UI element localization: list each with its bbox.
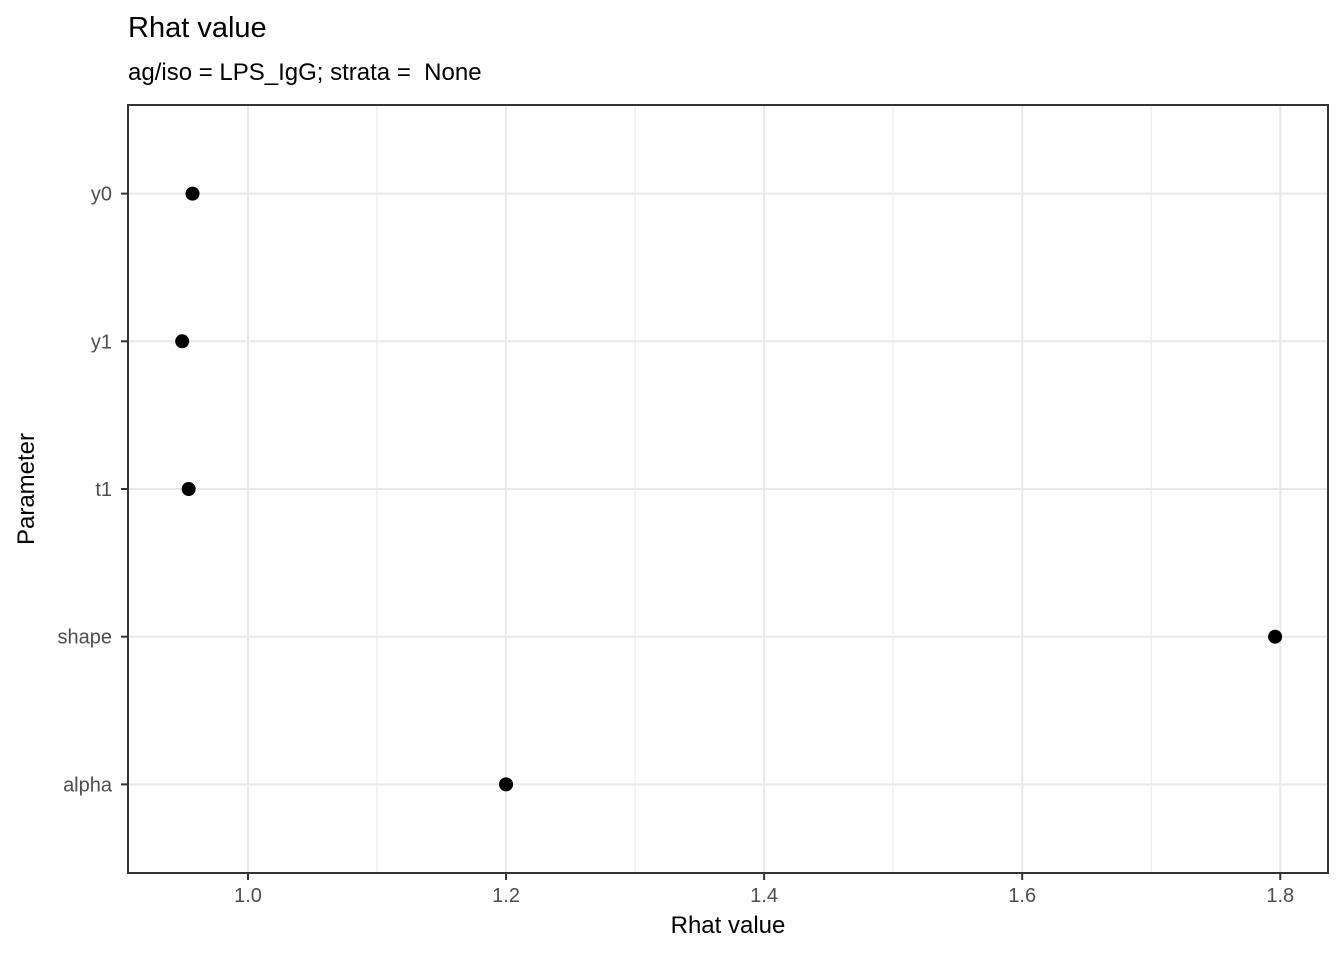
x-tick-label: 1.0 bbox=[234, 885, 262, 907]
x-tick-label: 1.8 bbox=[1266, 885, 1294, 907]
data-point bbox=[175, 334, 190, 349]
y-axis-title-box: Parameter bbox=[6, 105, 48, 873]
data-point bbox=[1268, 629, 1283, 644]
x-tick-label: 1.2 bbox=[492, 885, 520, 907]
plot-subtitle: ag/iso = LPS_IgG; strata = None bbox=[128, 59, 482, 86]
x-axis-title: Rhat value bbox=[670, 912, 786, 939]
y-tick-label: shape bbox=[58, 627, 113, 649]
y-tick-label: alpha bbox=[63, 774, 113, 796]
y-tick-label: y1 bbox=[91, 331, 112, 353]
data-point bbox=[181, 482, 196, 496]
y-tick-label: y0 bbox=[91, 184, 112, 206]
data-point bbox=[185, 186, 200, 201]
y-tick-label: t1 bbox=[95, 479, 112, 501]
data-point bbox=[499, 777, 514, 792]
plot-title: Rhat value bbox=[128, 12, 267, 44]
x-tick-label: 1.6 bbox=[1008, 885, 1036, 907]
y-axis-title: Parameter bbox=[13, 432, 41, 546]
x-tick-label: 1.4 bbox=[750, 885, 778, 907]
